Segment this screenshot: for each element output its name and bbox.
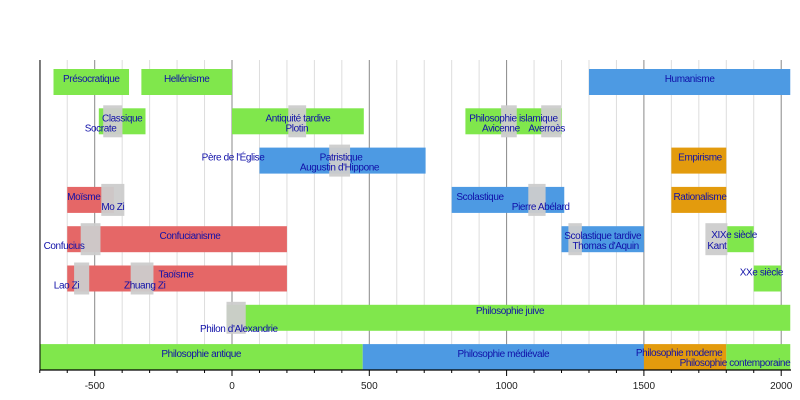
period-bar [39,344,363,371]
period-bar [588,69,791,95]
period-label: Taoïsme [159,270,195,281]
x-tick-label: 1500 [633,381,656,392]
person-label: Philon d'Alexandrie [200,324,279,335]
period-label: Confucianisme [160,231,222,242]
person-bar [329,144,351,177]
person-bar [528,183,546,216]
person-label: Confucius [44,241,85,252]
person-label: Plotin [286,123,309,134]
period-label: Présocratique [63,74,120,85]
x-axis: -500 0 500 1000 1500 2000 [39,60,793,392]
person-bar [80,223,101,256]
period-label: Philosophie juive [476,306,545,317]
person-label: Socrate [85,123,118,134]
period-bar [53,69,130,95]
person-label: Augustin d'Hippone [300,163,380,174]
person-bars [74,105,728,334]
period-prefix-label: Père de l'Église [202,151,266,164]
period-label: Empirisme [678,153,722,164]
bar-labels: Présocratique Hellénisme Humanisme Classiqu… [44,74,792,369]
person-bar [541,105,561,138]
period-label: Philosophie médiévale [457,349,550,360]
period-bars [39,69,791,371]
period-bar [726,344,791,371]
person-label: Averroès [528,123,565,134]
person-bar [103,105,123,138]
period-bar [753,265,782,292]
period-bar [362,344,644,371]
period-bar [671,186,727,213]
period-label: Moïsme [67,192,101,203]
person-bar [130,262,154,295]
person-label: Kant [707,241,727,252]
x-tick-label: 2000 [770,381,793,392]
period-label: Philosophie islamique [469,113,558,124]
person-bar [705,223,728,256]
period-label: Antiquité tardive [265,113,331,124]
period-bar [67,226,287,253]
period-bar [726,226,754,253]
x-tick-label: 1000 [495,381,518,392]
period-label: Philosophie moderne [636,348,723,359]
period-label: XXe siècle [740,268,784,279]
person-bar [288,105,307,138]
period-bar [671,147,727,174]
person-bar [501,105,517,138]
x-tick-label: -500 [85,381,105,392]
period-label: Scolastique tardive [564,231,642,242]
person-label: Mo Zi [101,202,124,213]
person-label: Thomas d'Aquin [572,241,638,252]
period-bar [67,265,287,292]
x-tick-label: 0 [229,381,235,392]
person-label: Lao Zi [54,281,80,292]
period-label: Rationalisme [673,192,727,203]
period-label: XIXe siècle [711,230,757,241]
period-bar [226,304,791,331]
person-label: Pierre Abélard [512,202,570,213]
person-bar [568,223,582,256]
period-bar [643,344,727,371]
person-bar [226,301,246,334]
period-label: Patristique [320,153,364,164]
person-label: Zhuang Zi [124,281,166,292]
period-label: Philosophie contemporaine [680,358,791,369]
person-bar [101,183,125,216]
period-label: Scolastique [456,192,504,203]
person-label: Avicenne [482,123,521,134]
period-bar [141,69,232,95]
x-tick-label: 500 [361,381,378,392]
period-label: Philosophie antique [161,349,242,360]
person-bar [74,262,90,295]
period-label: Hellénisme [164,74,210,85]
period-label: Classique [102,113,143,124]
period-label: Humanisme [665,74,716,85]
